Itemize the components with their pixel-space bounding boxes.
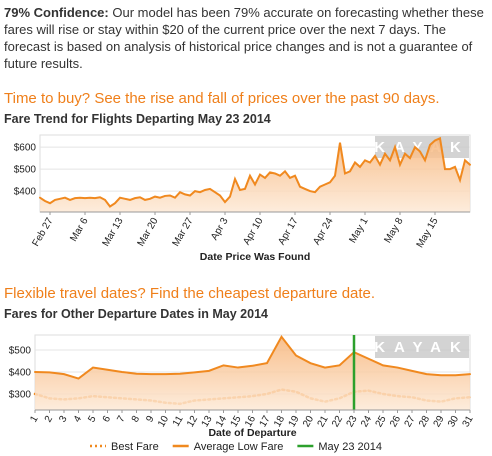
x-tick-label: 28	[417, 414, 432, 430]
x-tick-label: 4	[72, 414, 85, 425]
x-tick-label: 12	[185, 414, 200, 430]
x-tick-label: 10	[156, 414, 171, 430]
x-axis-label: Date Price Was Found	[200, 251, 310, 263]
x-tick-label: 23	[345, 414, 360, 430]
y-tick-label: $600	[14, 143, 37, 154]
x-tick-label: 24	[359, 414, 374, 430]
area	[40, 138, 470, 212]
legend-label: May 23 2014	[318, 441, 382, 453]
x-tick-label: 7	[115, 414, 128, 425]
y-tick-label: $300	[9, 389, 32, 400]
x-tick-label: 18	[272, 414, 287, 430]
x-tick-label: 5	[86, 414, 99, 425]
x-tick-label: 20	[301, 414, 316, 430]
x-tick-label: 2	[43, 414, 56, 425]
watermark-box	[375, 136, 469, 158]
x-tick-label: 30	[446, 414, 461, 430]
x-tick-label: 29	[432, 414, 447, 430]
x-tick-label: 9	[144, 414, 157, 425]
x-tick-label: 16	[243, 414, 258, 430]
x-tick-label: Apr 24	[311, 216, 335, 247]
chart-title: Fares for Other Departure Dates in May 2…	[4, 307, 268, 321]
x-tick-label: 22	[330, 414, 345, 430]
x-tick-label: Apr 3	[209, 216, 231, 243]
watermark-box	[375, 336, 469, 358]
x-tick-label: Apr 17	[276, 216, 300, 247]
x-tick-label: May 1	[347, 216, 370, 245]
x-tick-label: 13	[200, 414, 215, 430]
section-heading: Flexible travel dates? Find the cheapest…	[4, 285, 376, 302]
x-tick-label: 31	[461, 414, 476, 430]
area	[35, 336, 470, 410]
intro-lead: 79% Confidence:	[4, 5, 109, 20]
chart-title: Fare Trend for Flights Departing May 23 …	[4, 112, 271, 126]
x-tick-label: 3	[57, 414, 70, 425]
x-tick-label: May 15	[415, 216, 441, 250]
x-tick-label: 11	[171, 414, 186, 429]
x-tick-label: 14	[214, 414, 229, 430]
x-axis-label: Date of Departure	[208, 427, 296, 439]
watermark-text: KAYAK	[374, 339, 470, 356]
x-tick-label: 8	[130, 414, 143, 425]
line	[34, 334, 471, 380]
x-tick-label: 19	[287, 414, 302, 430]
x-tick-label: 6	[101, 414, 114, 425]
x-tick-label: Mar 27	[171, 216, 196, 249]
x-tick-label: 21	[316, 414, 331, 430]
x-tick-label: 26	[388, 414, 403, 430]
intro: 79% Confidence: Our model has been 79% a…	[4, 4, 488, 72]
x-tick-label: Mar 20	[136, 216, 161, 249]
y-tick-label: $400	[9, 367, 32, 378]
legend-item: Average Low Fare	[172, 441, 284, 453]
x-tick-label: Feb 27	[31, 216, 56, 249]
x-tick-label: May 8	[382, 216, 405, 245]
legend-label: Best Fare	[111, 441, 159, 453]
y-tick-label: $500	[9, 345, 32, 356]
line	[39, 136, 471, 208]
legend-item: May 23 2014	[297, 441, 382, 453]
x-tick-label: Apr 10	[241, 216, 265, 247]
intro-text: Our model has been 79% accurate on forec…	[4, 5, 484, 71]
x-tick-label: Mar 13	[101, 216, 126, 249]
watermark: KAYAK	[374, 336, 470, 358]
x-tick-label: Mar 6	[68, 216, 91, 244]
x-tick-label: 15	[229, 414, 244, 430]
section-heading: Time to buy? See the rise and fall of pr…	[4, 90, 440, 107]
x-tick-label: 25	[374, 414, 389, 430]
legend-label: Average Low Fare	[194, 441, 284, 453]
y-tick-label: $500	[14, 165, 37, 176]
legend-item: Best Fare	[90, 441, 159, 453]
x-tick-label: 17	[258, 414, 273, 430]
x-tick-label: 1	[28, 414, 41, 425]
x-tick-label: 27	[403, 414, 418, 430]
y-tick-label: $400	[14, 187, 37, 198]
